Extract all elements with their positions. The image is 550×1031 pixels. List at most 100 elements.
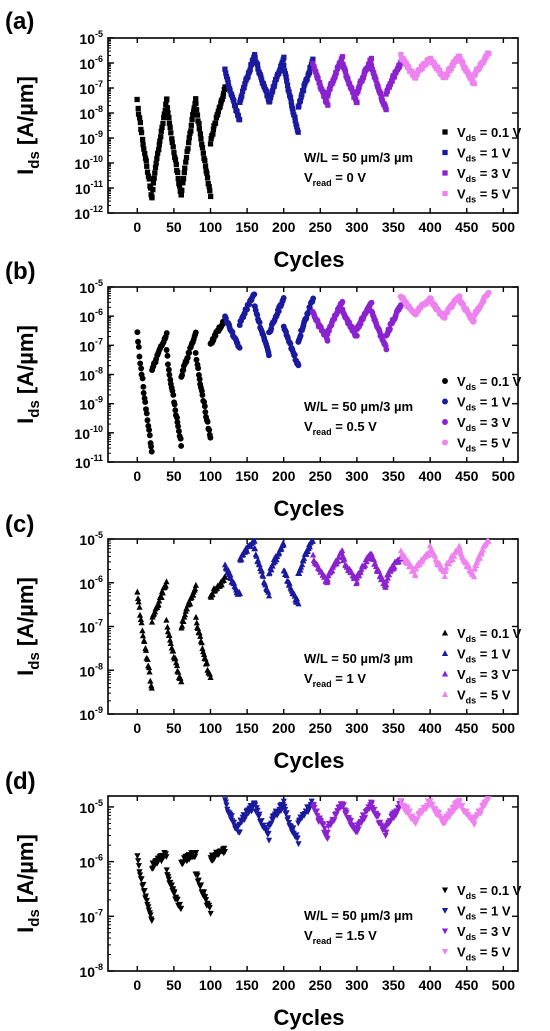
data-point: [143, 158, 149, 164]
data-point: [136, 353, 143, 360]
data-point: [267, 94, 274, 101]
data-point: [196, 376, 203, 383]
data-point: [217, 104, 223, 110]
data-point: [136, 611, 144, 618]
legend-label: Vds = 0.1 V: [457, 626, 522, 644]
data-point: [360, 74, 367, 80]
data-point: [175, 428, 182, 435]
data-point: [290, 109, 296, 115]
data-point: [383, 829, 390, 836]
data-point: [485, 537, 492, 544]
data-point: [235, 113, 241, 119]
data-point: [295, 129, 301, 135]
x-tick-label: 300: [345, 219, 369, 235]
data-point: [368, 550, 375, 557]
data-point: [173, 662, 181, 669]
data-point: [190, 111, 196, 118]
y-tick-label: 10-12: [74, 204, 103, 222]
data-point: [299, 92, 305, 98]
legend-label: Vds = 3 V: [457, 667, 511, 685]
data-point: [355, 88, 361, 95]
data-point: [164, 361, 171, 368]
x-tick-label: 400: [418, 219, 442, 235]
x-tick-label: 250: [309, 977, 333, 993]
data-point: [218, 581, 225, 588]
data-point: [172, 157, 179, 163]
data-point: [255, 66, 261, 72]
data-point: [196, 629, 203, 636]
y-tick-label: 10-7: [79, 79, 103, 97]
data-point: [135, 344, 142, 350]
data-point: [254, 556, 262, 563]
data-point: [245, 810, 252, 817]
data-point: [368, 299, 375, 306]
data-points: [134, 537, 492, 691]
data-point: [470, 821, 478, 828]
y-tick-label: 10-8: [79, 366, 103, 384]
y-tick-label: 10-7: [79, 336, 103, 354]
wl-annotation: W/L = 50 µm/3 µm: [304, 908, 413, 923]
data-point: [311, 804, 318, 811]
legend-label: Vds = 3 V: [457, 924, 511, 942]
data-point: [192, 613, 200, 620]
data-point: [192, 329, 199, 336]
data-point: [178, 622, 186, 629]
data-point: [163, 578, 170, 585]
data-point: [193, 96, 199, 102]
data-point: [310, 60, 316, 67]
x-tick-label: 50: [166, 977, 182, 993]
data-point: [215, 108, 221, 114]
y-tick-label: 10-9: [79, 705, 103, 723]
data-point: [265, 830, 272, 837]
data-point: [134, 595, 142, 602]
data-point: [146, 668, 153, 675]
data-point: [306, 543, 313, 550]
data-point: [356, 84, 362, 90]
data-point: [289, 105, 296, 112]
data-point: [463, 808, 470, 815]
data-point: [449, 556, 456, 562]
data-point: [207, 674, 214, 680]
legend-label: Vds = 5 V: [457, 688, 511, 706]
data-point: [142, 150, 148, 157]
legend-label: Vds = 0.1 V: [457, 125, 522, 143]
x-tick-label: 200: [272, 977, 296, 993]
data-point: [166, 636, 174, 643]
data-point: [169, 136, 175, 142]
data-point: [459, 802, 466, 809]
data-point: [225, 79, 231, 86]
y-tick-label: 10-9: [79, 129, 103, 147]
data-point: [334, 558, 341, 565]
x-tick-label: 200: [272, 468, 296, 484]
data-point: [182, 165, 188, 171]
data-point: [220, 577, 227, 583]
data-point: [193, 619, 200, 626]
data-point: [135, 338, 141, 345]
data-point: [197, 882, 205, 889]
data-point: [251, 291, 258, 298]
data-point: [163, 97, 170, 103]
data-point: [375, 84, 381, 90]
data-point: [281, 803, 288, 810]
data-point: [470, 317, 477, 324]
data-point: [145, 173, 152, 179]
data-point: [147, 677, 154, 684]
x-tick-label: 200: [272, 219, 296, 235]
legend-marker: [442, 170, 448, 176]
data-point: [349, 86, 355, 92]
data-point: [193, 100, 199, 107]
data-point: [148, 443, 154, 450]
data-point: [197, 131, 204, 137]
wl-annotation: W/L = 50 µm/3 µm: [304, 651, 413, 666]
y-tick-label: 10-11: [75, 179, 103, 197]
data-point: [156, 142, 162, 148]
data-point: [210, 126, 217, 133]
data-point: [236, 590, 244, 597]
data-point: [136, 872, 144, 879]
x-tick-label: 400: [418, 977, 442, 993]
data-point: [252, 55, 258, 61]
data-point: [177, 906, 185, 912]
data-point: [269, 88, 276, 94]
data-point: [169, 139, 175, 145]
x-tick-label: 0: [133, 219, 141, 235]
